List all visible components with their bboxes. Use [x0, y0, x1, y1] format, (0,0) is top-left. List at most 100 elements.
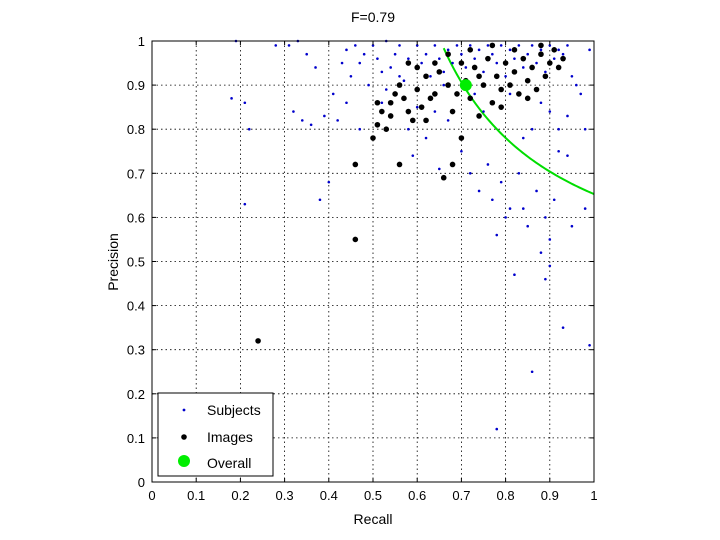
subjects-point: [486, 163, 490, 166]
subjects-point: [345, 101, 348, 105]
subjects-point: [429, 74, 432, 78]
subjects-point: [548, 110, 552, 113]
subjects-point: [415, 105, 419, 109]
subjects-point: [389, 66, 392, 69]
images-point: [383, 126, 390, 132]
images-point: [449, 108, 456, 115]
subjects-point: [420, 61, 423, 65]
images-point: [449, 161, 456, 168]
subjects-point: [433, 44, 437, 47]
images-point: [418, 104, 425, 110]
images-point: [454, 91, 460, 97]
subjects-point: [548, 264, 552, 268]
overall-series: [459, 79, 472, 92]
images-point: [467, 47, 474, 53]
y-tick-label: 0.3: [127, 343, 145, 358]
subjects-point: [376, 57, 379, 60]
images-point: [379, 108, 385, 115]
images-point: [498, 86, 504, 93]
x-tick-label: 0: [148, 488, 155, 503]
images-point: [445, 51, 451, 58]
subjects-point: [548, 44, 552, 47]
subjects-point: [349, 74, 353, 78]
subjects-point: [446, 48, 450, 52]
images-point: [507, 82, 513, 88]
images-point: [524, 95, 531, 102]
x-tick-label: 0.3: [276, 488, 294, 503]
subjects-point: [407, 127, 410, 131]
images-point: [387, 99, 394, 106]
images-point: [489, 99, 496, 106]
images-point: [467, 95, 474, 102]
subjects-point: [508, 92, 512, 96]
images-point: [458, 135, 465, 141]
x-tick-label: 0.2: [231, 488, 249, 503]
images-point: [485, 55, 491, 62]
subjects-point: [473, 92, 476, 96]
x-axis-label: Recall: [354, 511, 393, 527]
subjects-point: [477, 48, 481, 52]
overall-point: [459, 79, 472, 92]
images-point: [555, 64, 562, 71]
legend-images-label: Images: [207, 429, 253, 445]
images-point: [432, 91, 438, 97]
images-point: [529, 64, 535, 71]
images-point: [374, 121, 381, 128]
subjects-point: [499, 44, 503, 47]
subjects-point: [539, 101, 543, 105]
subjects-point: [539, 48, 543, 52]
subjects-point: [552, 57, 556, 60]
subjects-point: [393, 52, 397, 56]
images-point: [401, 95, 407, 102]
subjects-point: [561, 52, 565, 56]
subjects-point: [340, 61, 344, 65]
legend-overall-marker: [178, 455, 190, 467]
images-point: [370, 135, 376, 141]
y-tick-labels: 0 0.1 0.2 0.3 0.4 0.5 0.6 0.7 0.8 0.9 1: [127, 34, 145, 490]
subjects-point: [557, 149, 560, 153]
y-tick-label: 0.9: [127, 78, 145, 93]
images-point: [414, 86, 421, 93]
images-point: [436, 69, 443, 75]
subjects-point: [305, 52, 309, 56]
subjects-point: [566, 114, 569, 118]
images-point: [396, 161, 403, 168]
subjects-point: [424, 136, 428, 140]
images-point: [560, 55, 566, 62]
subjects-point: [539, 251, 543, 254]
images-point: [493, 73, 500, 80]
x-tick-label: 0.6: [408, 488, 426, 503]
images-point: [551, 47, 558, 53]
subjects-point: [380, 70, 384, 74]
subjects-point: [495, 427, 499, 431]
subjects-point: [557, 127, 560, 131]
subjects-point: [566, 44, 569, 47]
subjects-point: [504, 216, 507, 219]
subjects-point: [371, 44, 375, 47]
images-point: [255, 338, 261, 344]
y-tick-label: 0.1: [127, 431, 145, 446]
subjects-point: [468, 44, 472, 47]
subjects-point: [561, 326, 565, 329]
f-measure-curve-layer: [442, 47, 595, 195]
subjects-point: [526, 52, 529, 56]
y-tick-label: 0.7: [127, 166, 145, 181]
subjects-point: [482, 110, 485, 113]
legend-subjects-label: Subjects: [207, 402, 261, 418]
chart-title: F=0.79: [351, 9, 395, 25]
subjects-point: [442, 70, 446, 74]
subjects-point: [575, 83, 578, 87]
subjects-point: [402, 79, 406, 82]
x-tick-label: 0.5: [364, 488, 382, 503]
y-tick-label: 0.5: [127, 255, 145, 270]
subjects-point: [513, 57, 516, 60]
subjects-point: [424, 52, 428, 56]
images-point: [387, 113, 394, 119]
subjects-point: [309, 123, 313, 127]
x-tick-label: 0.9: [541, 488, 559, 503]
subjects-point: [327, 180, 331, 184]
subjects-point: [460, 52, 463, 56]
subjects-point: [504, 74, 507, 78]
subjects-point: [588, 343, 591, 347]
subjects-point: [570, 74, 574, 78]
